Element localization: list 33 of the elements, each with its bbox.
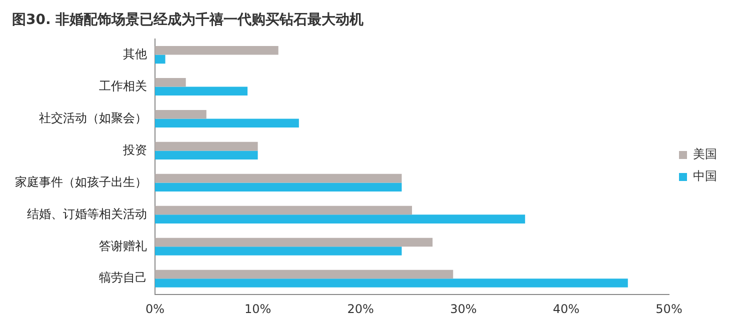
bar bbox=[155, 246, 402, 256]
legend-label: 中国 bbox=[693, 169, 717, 184]
bar bbox=[155, 86, 248, 96]
bar bbox=[155, 174, 402, 183]
y-tick-label: 社交活动（如聚会） bbox=[39, 110, 147, 125]
bar bbox=[155, 182, 402, 192]
y-tick-label: 答谢赠礼 bbox=[99, 238, 147, 253]
x-tick-label: 10% bbox=[244, 302, 272, 316]
bar bbox=[155, 206, 412, 215]
bar bbox=[155, 46, 278, 55]
bar bbox=[155, 142, 258, 151]
y-tick-label: 结婚、订婚等相关活动 bbox=[27, 206, 147, 221]
bar bbox=[155, 238, 433, 247]
y-tick-label: 犒劳自己 bbox=[99, 270, 147, 285]
bar bbox=[155, 54, 166, 64]
bar bbox=[155, 278, 628, 288]
x-tick-label: 40% bbox=[552, 302, 580, 316]
x-tick-label: 20% bbox=[347, 302, 374, 316]
x-tick-label: 0% bbox=[145, 302, 165, 316]
chart-title: 图30. 非婚配饰场景已经成为千禧一代购买钻石最大动机 bbox=[12, 11, 364, 28]
legend-label: 美国 bbox=[693, 147, 717, 162]
bar bbox=[155, 110, 206, 119]
y-tick-label: 投资 bbox=[122, 142, 147, 157]
bar bbox=[155, 270, 454, 279]
x-tick-label: 50% bbox=[656, 302, 682, 316]
bar bbox=[155, 78, 186, 87]
y-tick-label: 工作相关 bbox=[99, 78, 147, 93]
y-tick-label: 家庭事件（如孩子出生） bbox=[15, 174, 147, 189]
y-tick-label: 其他 bbox=[123, 46, 147, 61]
x-tick-label: 30% bbox=[450, 302, 477, 316]
bar bbox=[155, 150, 258, 160]
bar bbox=[155, 118, 299, 128]
bar bbox=[155, 214, 526, 224]
